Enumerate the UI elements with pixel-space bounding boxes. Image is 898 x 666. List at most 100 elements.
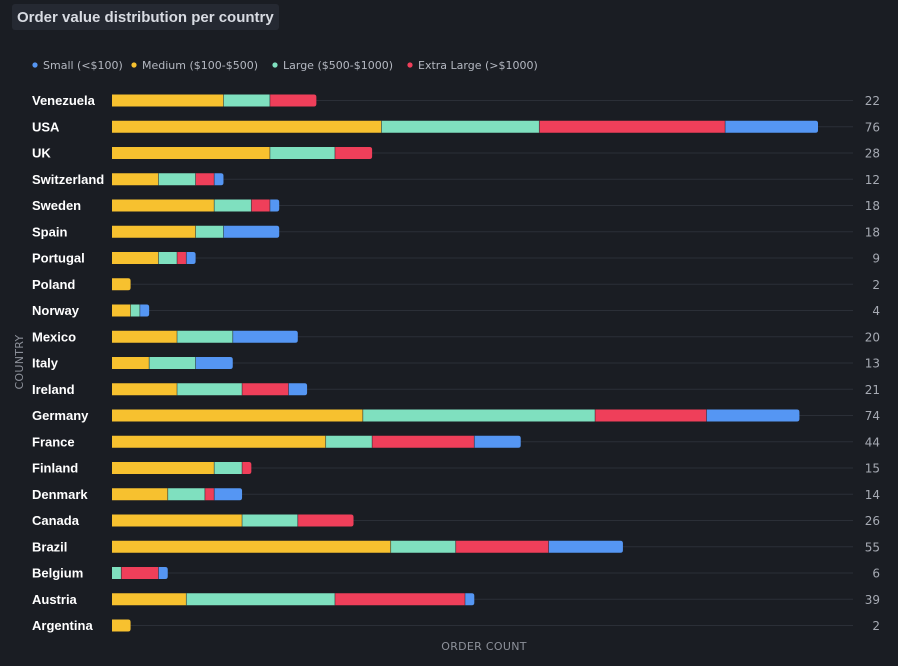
bar-segment — [112, 540, 391, 553]
bar-segment — [112, 252, 159, 264]
bar-segment — [112, 120, 382, 133]
bar-segment — [214, 462, 243, 474]
total-label: 20 — [865, 330, 880, 344]
total-label: 21 — [865, 383, 880, 397]
total-label: 2 — [872, 619, 880, 633]
total-label: 18 — [865, 225, 880, 239]
bar-segment — [214, 173, 224, 186]
country-label: Portugal — [32, 251, 85, 266]
country-label: Finland — [32, 461, 78, 476]
bar-segment — [362, 409, 596, 422]
bar-segment — [112, 173, 159, 186]
country-label: Brazil — [32, 539, 67, 554]
total-label: 9 — [872, 252, 880, 266]
bar-segment — [334, 147, 373, 159]
total-label: 6 — [872, 567, 880, 581]
bar-segment — [325, 435, 373, 448]
bar-segment — [158, 252, 178, 264]
country-label: Denmark — [32, 487, 88, 502]
country-label: USA — [32, 119, 60, 134]
bar-segment — [223, 94, 270, 107]
country-label: Mexico — [32, 329, 76, 344]
country-label: Canada — [32, 513, 80, 528]
total-label: 74 — [865, 409, 880, 423]
bar-segment — [334, 593, 465, 606]
bar-segment — [223, 225, 280, 238]
bar-segment — [372, 435, 475, 448]
country-label: Ireland — [32, 382, 75, 397]
bar-segment — [269, 147, 335, 159]
bar-segment — [158, 567, 168, 579]
bar-segment — [725, 120, 818, 133]
country-label: Germany — [32, 408, 89, 423]
chart-title-box: Order value distribution per country — [12, 4, 279, 30]
country-label: Poland — [32, 277, 75, 292]
bar-segment — [121, 567, 159, 579]
total-label: 22 — [865, 94, 880, 108]
legend-label: Medium ($100-$500) — [142, 59, 258, 72]
total-label: 18 — [865, 199, 880, 213]
bar-segment — [112, 330, 178, 343]
bar-segment — [177, 383, 243, 396]
total-labels: 22 76 28 12 18 18 9 2 4 20 13 21 74 44 15 14 26 55 6 39 2 — [865, 94, 880, 633]
legend-label: Large ($500-$1000) — [283, 59, 393, 72]
country-label: Austria — [32, 592, 78, 607]
bar-segment — [595, 409, 707, 422]
bar-segment — [112, 409, 363, 422]
x-axis-title: ORDER COUNT — [441, 640, 527, 653]
legend-marker — [272, 62, 278, 68]
bar-segment — [177, 252, 187, 264]
bar-segment — [149, 357, 196, 369]
bar-segment — [465, 593, 475, 606]
country-labels: Venezuela USA UK Switzerland Sweden Spain Port… — [32, 93, 104, 633]
total-label: 39 — [865, 593, 880, 607]
total-label: 4 — [872, 304, 880, 318]
bar-segment — [195, 225, 224, 238]
bar-segment — [214, 199, 252, 212]
bars — [112, 94, 818, 632]
bar-segment — [112, 593, 187, 606]
bar-segment — [112, 357, 150, 369]
bar-segment — [139, 304, 150, 317]
bar-segment — [381, 120, 540, 133]
bar-segment — [195, 357, 233, 369]
bar-segment — [186, 252, 196, 264]
total-label: 76 — [865, 120, 880, 134]
bar-segment — [214, 488, 243, 501]
bar-segment — [186, 593, 335, 606]
bar-segment — [112, 225, 196, 238]
bar-segment — [297, 514, 354, 527]
total-label: 13 — [865, 357, 880, 371]
country-label: Italy — [32, 356, 59, 371]
country-label: UK — [32, 146, 51, 161]
bar-segment — [390, 540, 456, 553]
bar-segment — [112, 619, 131, 632]
bar-segment — [112, 567, 122, 579]
country-label: Spain — [32, 224, 67, 239]
country-label: Sweden — [32, 198, 81, 213]
legend-marker — [32, 62, 38, 68]
country-label: Switzerland — [32, 172, 104, 187]
legend: Small (<$100) Medium ($100-$500) Large ($5… — [32, 59, 538, 72]
bar-segment — [195, 173, 215, 186]
bar-segment — [242, 383, 289, 396]
country-label: Argentina — [32, 618, 93, 633]
bar-segment — [269, 94, 317, 107]
country-label: France — [32, 434, 75, 449]
bar-segment — [167, 488, 205, 501]
legend-label: Extra Large (>$1000) — [418, 59, 538, 72]
total-label: 2 — [872, 278, 880, 292]
country-label: Norway — [32, 303, 80, 318]
total-label: 12 — [865, 173, 880, 187]
bar-segment — [706, 409, 800, 422]
bar-segment — [204, 488, 215, 501]
y-axis-title: COUNTRY — [13, 334, 26, 389]
bar-segment — [455, 540, 549, 553]
bar-segment — [130, 304, 140, 317]
total-label: 44 — [865, 435, 880, 449]
bar-segment — [288, 383, 308, 396]
bar-segment — [242, 514, 298, 527]
bar-segment — [177, 330, 233, 343]
bar-segment — [112, 147, 270, 159]
